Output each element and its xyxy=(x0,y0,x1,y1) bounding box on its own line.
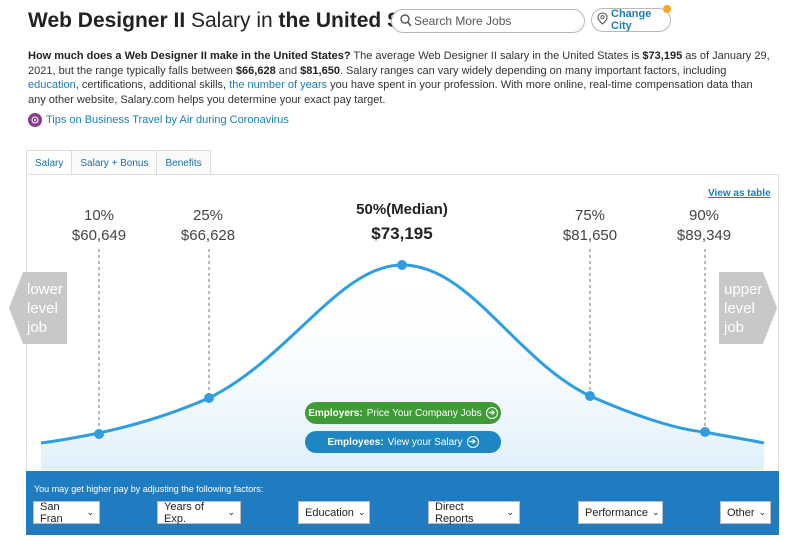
tips-badge-icon xyxy=(28,113,42,127)
chevron-down-icon: ⌄ xyxy=(506,507,514,517)
lower-level-job-button[interactable]: lower level job xyxy=(9,272,67,344)
point-25 xyxy=(204,393,214,403)
experience-select[interactable]: Years of Exp. ⌄ xyxy=(157,500,241,525)
intro-low: $66,628 xyxy=(235,64,276,77)
percentile-25-label: 25% $66,628 xyxy=(181,206,235,246)
lower-word-3: job xyxy=(27,318,48,336)
arrow-right-circle-icon: ➔ xyxy=(466,436,479,448)
other-select-value: Other xyxy=(727,506,755,519)
pay-factors-note: You may get higher pay by adjusting the … xyxy=(34,484,264,494)
years-link[interactable]: the number of years xyxy=(229,79,328,91)
tab-salary[interactable]: Salary xyxy=(26,150,73,175)
intro-text-2: as of January 29, 2021, but the range ty… xyxy=(28,50,770,77)
percentile-25-name: 25% xyxy=(192,207,224,224)
tab-salary-bonus[interactable]: Salary + Bonus xyxy=(71,150,158,175)
search-box[interactable] xyxy=(391,9,585,33)
lower-word-1: lower xyxy=(27,280,63,298)
arrow-right-circle-icon: ➔ xyxy=(485,407,498,419)
percentile-75-label: 75% $81,650 xyxy=(563,206,617,246)
view-as-table-link[interactable]: View as table xyxy=(708,188,771,199)
lower-word-2: level xyxy=(27,299,58,317)
chevron-down-icon: ⌄ xyxy=(758,507,767,517)
left-arrow-icon xyxy=(9,272,67,344)
tips-label: Tips on Business Travel by Air during Co… xyxy=(46,114,289,126)
employers-text: Price Your Company Jobs xyxy=(366,407,482,419)
other-select[interactable]: Other ⌄ xyxy=(720,501,771,524)
notification-dot xyxy=(663,5,671,13)
chevron-down-icon: ⌄ xyxy=(357,507,366,517)
salary-curve xyxy=(40,263,765,445)
curve-fill xyxy=(41,265,764,470)
chevron-down-icon: ⌄ xyxy=(651,507,660,517)
chevron-down-icon: ⌄ xyxy=(227,507,235,517)
right-arrow-icon xyxy=(719,272,777,344)
lower-level-label: lower level job xyxy=(27,280,63,337)
point-50 xyxy=(397,260,407,270)
percentile-90-label: 90% $89,349 xyxy=(677,206,731,246)
intro-text-3: . Salary ranges can vary widely dependin… xyxy=(339,64,727,77)
education-select-value: Education xyxy=(305,506,354,519)
employers-price-jobs-button[interactable]: Employers: Price Your Company Jobs ➔ xyxy=(305,402,501,424)
intro-text-5: you have spent in your profession. With … xyxy=(28,79,753,106)
percentile-90-name: 90% xyxy=(688,207,720,224)
performance-select[interactable]: Performance ⌄ xyxy=(578,501,663,524)
search-input[interactable] xyxy=(414,12,579,30)
upper-level-label: upper level job xyxy=(724,280,762,337)
intro-question: How much does a Web Designer II make in … xyxy=(28,50,351,62)
upper-word-2: level xyxy=(724,299,755,317)
intro-and: and xyxy=(278,64,298,77)
salary-tabs: Salary Salary + Bonus Benefits xyxy=(26,150,211,175)
point-75 xyxy=(585,391,595,401)
intro-text-4: , certifications, additional skills, xyxy=(75,79,227,91)
search-icon xyxy=(400,14,412,33)
intro-average: $73,195 xyxy=(642,50,683,62)
percentile-25-value: $66,628 xyxy=(180,227,236,244)
percentile-75-value: $81,650 xyxy=(562,227,618,244)
education-link[interactable]: education xyxy=(28,79,76,91)
change-city-button[interactable]: Change City xyxy=(591,8,671,32)
intro-high: $81,650 xyxy=(300,64,340,77)
employees-lead: Employees: xyxy=(327,436,384,448)
percentile-10-name: 10% xyxy=(83,207,115,224)
chevron-down-icon: ⌄ xyxy=(86,507,94,517)
percentile-10-label: 10% $60,649 xyxy=(72,206,126,246)
point-10 xyxy=(94,429,104,439)
direct-reports-select[interactable]: Direct Reports ⌄ xyxy=(428,500,520,525)
pay-factors-bar: You may get higher pay by adjusting the … xyxy=(26,471,779,535)
performance-select-value: Performance xyxy=(585,506,648,519)
employers-lead: Employers: xyxy=(308,407,363,419)
tips-link[interactable]: Tips on Business Travel by Air during Co… xyxy=(28,113,289,127)
percentile-50-label: 50%(Median) $73,195 xyxy=(356,200,448,244)
education-select[interactable]: Education ⌄ xyxy=(298,501,370,524)
salary-intro-paragraph: How much does a Web Designer II make in … xyxy=(28,49,773,107)
intro-text-1: The average Web Designer II salary in th… xyxy=(353,50,640,62)
direct-reports-select-value: Direct Reports xyxy=(435,500,474,525)
employees-view-salary-button[interactable]: Employees: View your Salary ➔ xyxy=(305,431,501,453)
experience-select-value: Years of Exp. xyxy=(164,500,204,525)
location-select-value: San Fran xyxy=(40,500,63,525)
percentile-75-name: 75% xyxy=(574,207,606,224)
percentile-50-value: $73,195 xyxy=(371,224,433,243)
percentile-10-value: $60,649 xyxy=(71,227,127,244)
percentile-50-name: 50%(Median) xyxy=(356,201,448,218)
location-pin-icon xyxy=(597,12,608,28)
upper-word-3: job xyxy=(724,318,745,336)
upper-word-1: upper xyxy=(724,280,763,298)
tab-benefits[interactable]: Benefits xyxy=(156,150,211,175)
point-90 xyxy=(700,427,710,437)
percentile-90-value: $89,349 xyxy=(676,227,732,244)
employees-text: View your Salary xyxy=(387,436,463,448)
location-select[interactable]: San Fran ⌄ xyxy=(33,500,100,525)
change-city-label: Change City xyxy=(611,8,652,32)
job-title: Web Designer II xyxy=(28,9,186,32)
upper-level-job-button[interactable]: upper level job xyxy=(719,272,777,344)
title-connector: Salary in xyxy=(191,9,273,32)
